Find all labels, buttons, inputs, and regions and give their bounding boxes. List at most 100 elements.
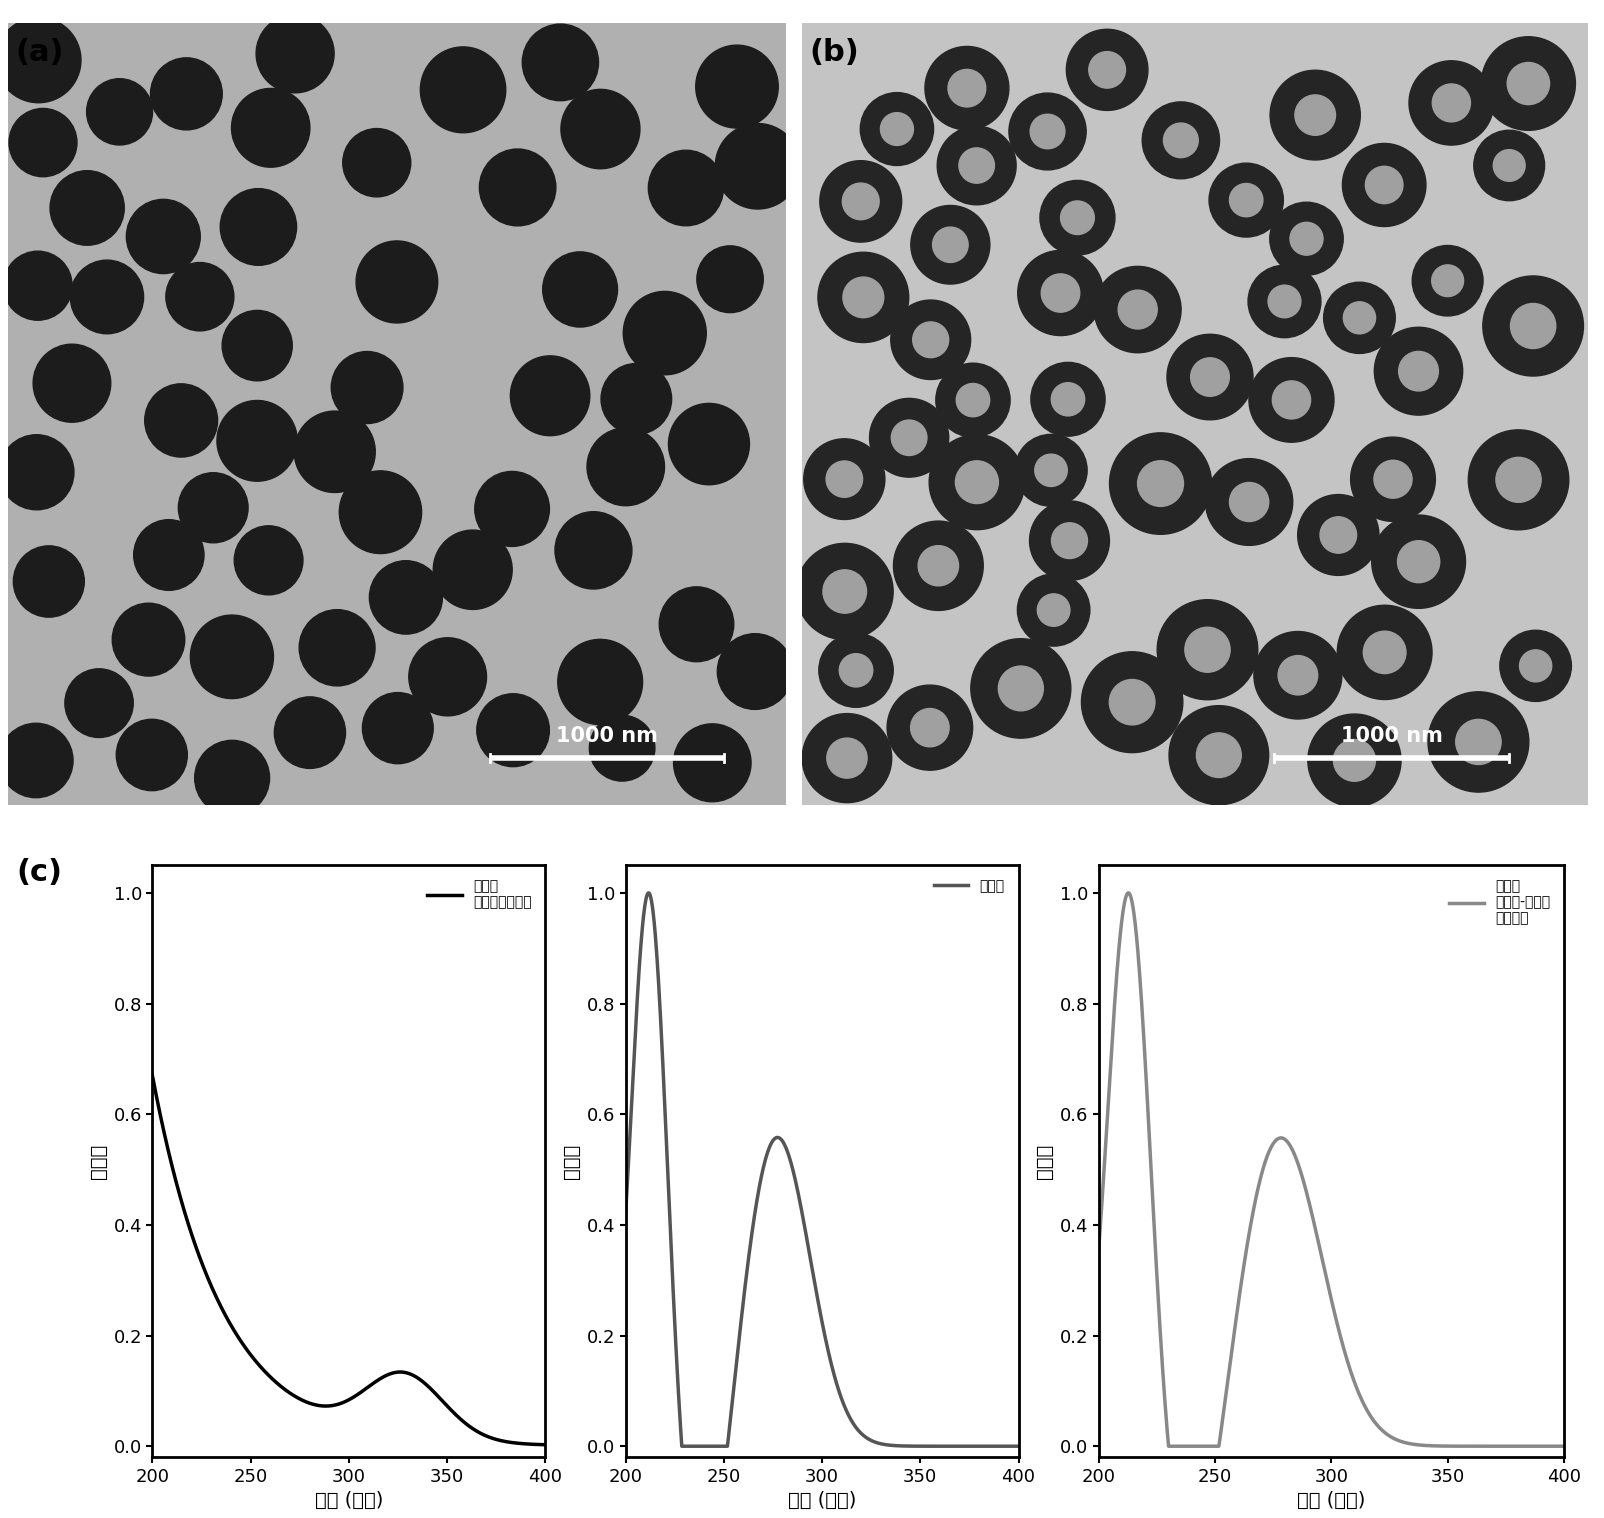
Circle shape [890, 301, 970, 380]
Circle shape [1474, 131, 1545, 200]
Circle shape [433, 530, 512, 609]
Circle shape [648, 150, 723, 226]
Circle shape [1351, 437, 1436, 521]
Circle shape [818, 252, 909, 343]
Circle shape [1250, 358, 1335, 442]
Circle shape [1511, 304, 1556, 349]
Circle shape [926, 47, 1009, 131]
Circle shape [911, 205, 990, 284]
Circle shape [956, 461, 998, 504]
Circle shape [892, 420, 927, 455]
Circle shape [913, 322, 948, 358]
Circle shape [220, 188, 297, 266]
Circle shape [1343, 302, 1376, 334]
Circle shape [127, 199, 200, 273]
Circle shape [294, 411, 375, 492]
Circle shape [1290, 222, 1323, 255]
Circle shape [1397, 540, 1440, 583]
Circle shape [929, 434, 1025, 530]
Circle shape [1017, 250, 1104, 335]
Circle shape [234, 525, 303, 595]
Circle shape [1375, 328, 1463, 414]
Circle shape [332, 352, 403, 424]
Circle shape [115, 720, 188, 791]
Circle shape [1030, 114, 1065, 149]
Circle shape [937, 126, 1017, 205]
Circle shape [674, 724, 751, 802]
Circle shape [1248, 266, 1322, 337]
Circle shape [1209, 162, 1283, 237]
Circle shape [409, 638, 486, 716]
Circle shape [231, 88, 310, 167]
Circle shape [1185, 627, 1230, 672]
Circle shape [1432, 264, 1463, 296]
Circle shape [133, 519, 204, 591]
Circle shape [1482, 276, 1583, 376]
Circle shape [802, 713, 892, 803]
X-axis label: 波长 (纳米): 波长 (纳米) [1298, 1491, 1365, 1510]
Circle shape [274, 697, 345, 768]
Circle shape [1272, 381, 1310, 419]
Circle shape [178, 472, 249, 543]
Circle shape [369, 560, 443, 635]
Circle shape [1168, 334, 1253, 420]
Circle shape [1060, 200, 1094, 234]
Circle shape [0, 17, 80, 103]
Text: 1000 nm: 1000 nm [1341, 726, 1442, 745]
Circle shape [1399, 351, 1439, 392]
Circle shape [10, 108, 77, 176]
Circle shape [558, 639, 643, 724]
Circle shape [1375, 460, 1412, 498]
Circle shape [0, 434, 74, 510]
Circle shape [959, 147, 994, 184]
Circle shape [1338, 606, 1432, 700]
Circle shape [1428, 692, 1529, 792]
Circle shape [1089, 52, 1126, 88]
Circle shape [1035, 454, 1067, 486]
Circle shape [1110, 680, 1155, 726]
Text: 1000 nm: 1000 nm [557, 726, 658, 745]
Circle shape [948, 70, 986, 106]
Legend: 单宁酸: 单宁酸 [927, 873, 1012, 900]
Circle shape [523, 24, 598, 100]
Circle shape [363, 692, 433, 764]
Circle shape [911, 709, 950, 747]
Circle shape [1408, 61, 1493, 146]
Circle shape [842, 184, 879, 220]
Circle shape [1015, 434, 1088, 505]
Circle shape [1365, 167, 1404, 203]
Circle shape [475, 472, 550, 546]
Circle shape [1206, 458, 1293, 545]
Circle shape [1363, 631, 1407, 674]
Circle shape [1230, 184, 1262, 217]
Circle shape [844, 278, 884, 317]
Circle shape [1482, 36, 1575, 131]
Circle shape [191, 615, 273, 698]
Circle shape [542, 252, 618, 326]
Circle shape [917, 545, 959, 586]
Circle shape [998, 666, 1043, 710]
Circle shape [257, 15, 334, 93]
Text: (a): (a) [16, 38, 64, 67]
Circle shape [1519, 650, 1551, 682]
Circle shape [1343, 143, 1426, 226]
Circle shape [1169, 706, 1269, 805]
Circle shape [1017, 574, 1089, 647]
Circle shape [480, 149, 557, 226]
Circle shape [1320, 516, 1357, 553]
Circle shape [1294, 96, 1336, 135]
Circle shape [1118, 290, 1156, 329]
Circle shape [1094, 266, 1181, 352]
Circle shape [510, 355, 590, 436]
Circle shape [1039, 181, 1115, 255]
Circle shape [1031, 363, 1105, 436]
Circle shape [715, 123, 800, 209]
Circle shape [587, 428, 664, 505]
Circle shape [356, 241, 438, 323]
Circle shape [223, 310, 292, 381]
Circle shape [1030, 501, 1110, 580]
Circle shape [1270, 70, 1360, 159]
Y-axis label: 吸收値: 吸收値 [561, 1143, 581, 1179]
Circle shape [1052, 522, 1088, 559]
Circle shape [717, 633, 792, 709]
